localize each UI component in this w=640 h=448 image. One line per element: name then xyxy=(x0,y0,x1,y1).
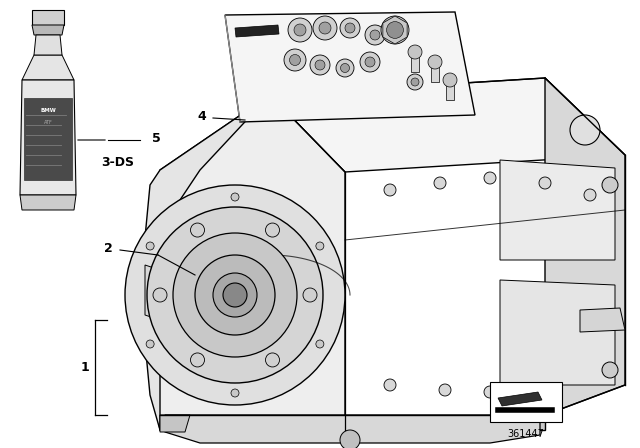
Polygon shape xyxy=(160,415,190,432)
Circle shape xyxy=(345,23,355,33)
Bar xyxy=(490,382,562,422)
Text: 3-DS: 3-DS xyxy=(102,155,134,168)
Circle shape xyxy=(294,24,306,36)
Text: 4: 4 xyxy=(198,109,206,122)
Circle shape xyxy=(387,22,403,39)
Circle shape xyxy=(289,55,301,65)
Circle shape xyxy=(602,362,618,378)
Circle shape xyxy=(360,52,380,72)
Circle shape xyxy=(370,30,380,40)
Circle shape xyxy=(146,242,154,250)
Circle shape xyxy=(365,57,375,67)
Polygon shape xyxy=(20,195,76,210)
Circle shape xyxy=(411,78,419,86)
Circle shape xyxy=(191,353,205,367)
Circle shape xyxy=(195,255,275,335)
Circle shape xyxy=(428,55,442,69)
Polygon shape xyxy=(270,78,625,172)
Circle shape xyxy=(384,379,396,391)
Bar xyxy=(411,54,419,72)
Polygon shape xyxy=(32,10,64,25)
Circle shape xyxy=(231,389,239,397)
Circle shape xyxy=(146,340,154,348)
Polygon shape xyxy=(145,265,160,320)
Bar xyxy=(446,82,454,100)
Circle shape xyxy=(319,22,331,34)
Circle shape xyxy=(408,45,422,59)
Polygon shape xyxy=(225,12,475,122)
Circle shape xyxy=(266,353,280,367)
Text: 5: 5 xyxy=(152,132,161,145)
Text: BMW: BMW xyxy=(40,108,56,112)
Circle shape xyxy=(340,18,360,38)
Circle shape xyxy=(340,430,360,448)
Polygon shape xyxy=(545,78,625,415)
Polygon shape xyxy=(140,95,270,430)
Polygon shape xyxy=(22,55,74,80)
Circle shape xyxy=(125,185,345,405)
Circle shape xyxy=(223,283,247,307)
Circle shape xyxy=(153,288,167,302)
Polygon shape xyxy=(145,95,270,430)
Circle shape xyxy=(316,340,324,348)
Circle shape xyxy=(288,18,312,42)
Polygon shape xyxy=(500,280,615,385)
Bar xyxy=(431,64,439,82)
Circle shape xyxy=(384,184,396,196)
Circle shape xyxy=(336,59,354,77)
Polygon shape xyxy=(165,415,540,443)
Circle shape xyxy=(484,386,496,398)
Circle shape xyxy=(439,384,451,396)
Circle shape xyxy=(191,223,205,237)
Polygon shape xyxy=(580,308,625,332)
Circle shape xyxy=(381,16,409,44)
Circle shape xyxy=(484,172,496,184)
Circle shape xyxy=(407,74,423,90)
Circle shape xyxy=(570,115,600,145)
Polygon shape xyxy=(32,25,64,35)
Polygon shape xyxy=(160,95,345,430)
Circle shape xyxy=(310,55,330,75)
Polygon shape xyxy=(500,160,615,260)
Circle shape xyxy=(315,60,325,70)
Polygon shape xyxy=(383,16,407,44)
Circle shape xyxy=(313,16,337,40)
Circle shape xyxy=(231,193,239,201)
Text: ATF: ATF xyxy=(44,120,52,125)
Circle shape xyxy=(303,288,317,302)
Circle shape xyxy=(284,49,306,71)
Polygon shape xyxy=(20,80,76,195)
Circle shape xyxy=(266,223,280,237)
Circle shape xyxy=(434,177,446,189)
Text: 2: 2 xyxy=(104,241,113,254)
Circle shape xyxy=(602,177,618,193)
Circle shape xyxy=(539,384,551,396)
Circle shape xyxy=(365,25,385,45)
Circle shape xyxy=(340,64,349,73)
Circle shape xyxy=(173,233,297,357)
Circle shape xyxy=(443,73,457,87)
Polygon shape xyxy=(498,392,542,406)
Polygon shape xyxy=(24,98,72,180)
Polygon shape xyxy=(34,35,62,55)
Circle shape xyxy=(147,207,323,383)
Polygon shape xyxy=(160,415,545,430)
Circle shape xyxy=(584,189,596,201)
Text: 1: 1 xyxy=(81,361,90,374)
Text: 361447: 361447 xyxy=(508,429,545,439)
Polygon shape xyxy=(235,25,279,37)
Circle shape xyxy=(539,177,551,189)
Circle shape xyxy=(213,273,257,317)
Circle shape xyxy=(316,242,324,250)
